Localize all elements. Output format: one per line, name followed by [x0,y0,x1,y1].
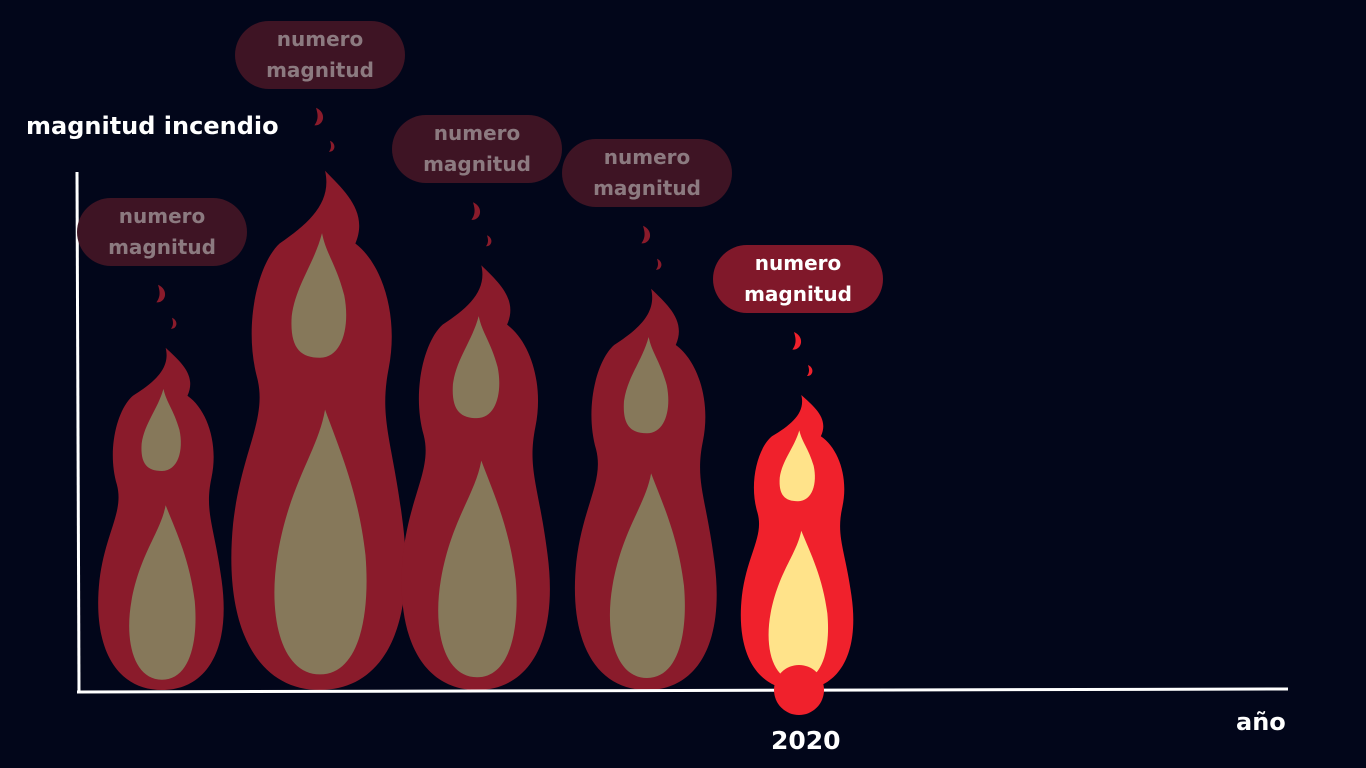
bubble-text: numero [276,26,364,51]
flame-tip-core [779,430,815,502]
spark-1 [807,365,813,377]
value-bubble: numero magnitud [235,20,405,89]
fire-icon [740,332,854,690]
bubble-text: magnitud [108,234,216,259]
spark-0 [156,284,166,303]
flame-tip-core [452,316,500,419]
fire-icon [574,225,717,690]
spark-1 [329,140,335,152]
spark-1 [171,317,177,329]
bubble-text: magnitud [744,282,852,306]
flame-core [438,460,517,678]
highlight-year-label: 2020 [771,726,841,755]
bubble-text: numero [118,203,206,228]
fire-icon [98,284,224,690]
bubble-text: magnitud [266,57,374,82]
spark-0 [792,332,802,350]
value-bubble: numero magnitud [713,245,883,313]
spark-1 [656,258,662,270]
fire-icon [401,202,550,690]
spark-1 [486,235,492,247]
spark-0 [314,107,324,126]
flame-group [98,107,854,690]
y-axis-label: magnitud incendio [26,112,279,140]
fire-icon [231,107,406,690]
flame-tip-core [291,233,347,358]
bubble-text: numero [433,121,521,146]
flame-core [768,530,829,682]
flame-core [609,473,685,678]
highlight-dot [774,665,824,715]
value-bubble: numero magnitud [392,115,562,184]
flame-core [274,409,367,675]
bubble-text: magnitud [423,152,531,177]
x-axis [76,687,1289,694]
bubble-text: numero [754,251,842,275]
spark-0 [471,202,481,220]
y-axis [75,171,81,693]
bubble-text: numero [603,144,691,169]
spark-0 [641,225,651,244]
flame-core [129,505,196,680]
x-axis-label: año [1236,708,1286,736]
value-bubble: numero magnitud [562,138,732,207]
flame-tip-core [141,388,181,471]
bubble-text: magnitud [593,175,701,200]
value-bubble: numero magnitud [77,197,247,266]
flame-tip-core [623,336,669,434]
